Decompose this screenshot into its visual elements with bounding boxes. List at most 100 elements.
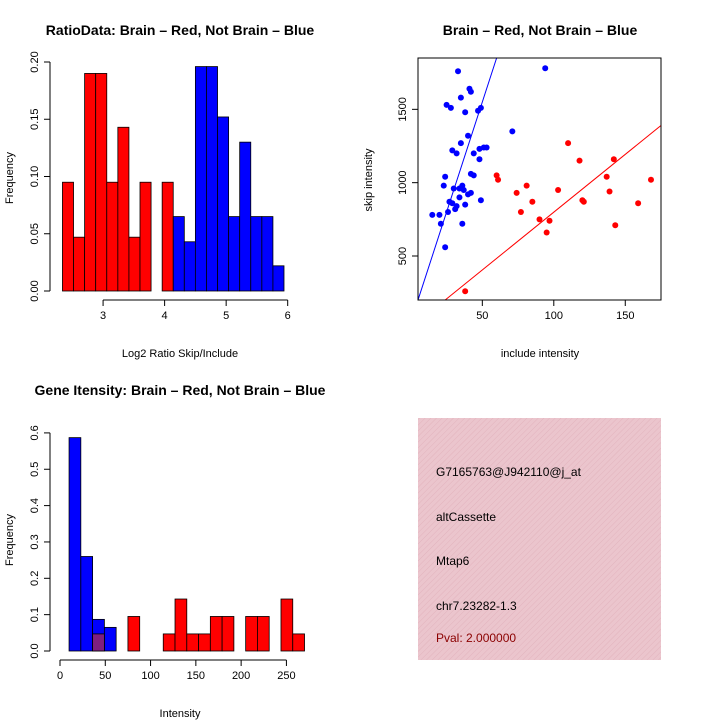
ratio-x-tick-label: 5 — [223, 310, 229, 322]
scatter-point-brain — [523, 182, 530, 189]
location-text: chr7.23282-1.3 — [436, 599, 517, 613]
ratio-bar-not-brain — [183, 241, 196, 292]
ratio-y-tick-label: 0.05 — [29, 223, 41, 244]
scatter-point-brain — [610, 156, 617, 163]
gene-histogram-ylabel: Frequency — [4, 514, 16, 566]
scatter-red-fit-line — [444, 125, 661, 300]
gene-bar-not-brain — [68, 437, 82, 652]
scatter-plot: 50 100 150 500 1000 1500 — [397, 57, 662, 322]
gene-bar-brain — [162, 633, 176, 652]
scatter-ylabel: skip intensity — [363, 148, 375, 211]
scatter-point-not-brain — [542, 65, 549, 72]
gene-name-text: Mtap6 — [436, 554, 470, 568]
ratio-bar-brain — [62, 181, 74, 292]
scatter-point-not-brain — [442, 173, 449, 180]
probe-id-text: G7165763@J942110@j_at — [436, 465, 582, 479]
gene-y-tick-label: 0.3 — [29, 534, 41, 549]
scatter-xlabel: include intensity — [501, 348, 580, 360]
ratio-bar-brain — [95, 73, 108, 292]
scatter-point-not-brain — [445, 209, 452, 215]
ratio-y-tick-label: 0.00 — [29, 280, 41, 301]
scatter-point-not-brain — [462, 109, 469, 116]
ratio-histogram-panel: RatioData: Brain – Red, Not Brain – Blue… — [4, 22, 314, 360]
scatter-point-not-brain — [429, 211, 436, 218]
scatter-point-brain — [603, 173, 610, 180]
gene-bar-brain — [186, 633, 199, 652]
ratio-histogram-plot: 3 4 5 6 0.00 0.05 0.10 0.15 0.20 — [29, 51, 291, 322]
scatter-x-tick-label: 100 — [545, 310, 563, 322]
ratio-bar-brain — [84, 73, 97, 292]
ratio-y-tick-label: 0.15 — [29, 109, 41, 130]
ratio-bar-not-brain — [272, 265, 285, 292]
gene-y-tick-label: 0.4 — [29, 498, 41, 513]
gene-x-tick-label: 200 — [232, 670, 250, 682]
scatter-point-not-brain — [467, 88, 474, 95]
gene-y-tick-label: 0.1 — [29, 607, 41, 622]
scatter-point-brain — [529, 198, 536, 205]
scatter-point-brain — [555, 187, 562, 193]
pval-text: Pval: 2.000000 — [436, 631, 516, 645]
ratio-bar-brain — [128, 236, 141, 292]
scatter-title: Brain – Red, Not Brain – Blue — [443, 22, 638, 38]
scatter-point-brain — [543, 229, 550, 236]
scatter-point-brain — [606, 188, 613, 195]
scatter-point-not-brain — [456, 194, 463, 201]
info-box-background — [418, 418, 661, 660]
scatter-point-brain — [513, 189, 520, 196]
scatter-point-not-brain — [477, 104, 484, 111]
scatter-y-tick-label: 500 — [397, 247, 409, 265]
scatter-x-tick-label: 150 — [616, 310, 634, 322]
scatter-point-not-brain — [459, 220, 466, 227]
gene-x-tick-label: 50 — [99, 670, 111, 682]
gene-histogram-panel: Gene Itensity: Brain – Red, Not Brain – … — [4, 382, 326, 720]
scatter-point-brain — [495, 176, 502, 183]
ratio-histogram-xlabel: Log2 Ratio Skip/Include — [122, 348, 238, 360]
gene-bar-brain — [221, 616, 235, 652]
scatter-plot-area — [418, 58, 661, 300]
event-type-text: altCassette — [436, 510, 496, 524]
scatter-y-tick-label: 1500 — [397, 97, 409, 121]
ratio-bar-brain — [117, 126, 130, 292]
gene-histogram-xlabel: Intensity — [160, 708, 201, 720]
ratio-bar-not-brain — [217, 116, 230, 292]
scatter-point-not-brain — [470, 150, 477, 157]
ratio-bar-not-brain — [206, 66, 218, 292]
gene-bar-brain — [174, 598, 188, 652]
scatter-point-not-brain — [449, 147, 456, 154]
ratio-bar-not-brain — [261, 216, 274, 292]
scatter-point-not-brain — [462, 201, 469, 208]
scatter-point-not-brain — [465, 132, 472, 139]
ratio-x-tick-label: 6 — [285, 310, 291, 322]
ratio-bar-brain — [106, 181, 119, 292]
gene-histogram-plot: 0 50 100 150 200 250 0.0 0.1 0.2 0.3 0.4 0.5 0.6 — [29, 425, 305, 682]
scatter-point-brain — [536, 216, 543, 223]
scatter-blue-fit-line — [418, 58, 498, 300]
ratio-x-tick-label: 3 — [100, 310, 106, 322]
ratio-bar-brain — [139, 181, 152, 292]
scatter-point-not-brain — [476, 156, 483, 163]
gene-bar-brain — [209, 616, 223, 652]
ratio-y-tick-label: 0.10 — [29, 166, 41, 187]
gene-bar-brain — [127, 616, 141, 652]
ratio-bar-brain — [161, 181, 174, 292]
scatter-y-tick-label: 1000 — [397, 170, 409, 194]
scatter-point-not-brain — [453, 150, 460, 157]
ratio-bar-not-brain — [172, 216, 185, 292]
gene-y-tick-label: 0.6 — [29, 425, 41, 440]
ratio-histogram-title: RatioData: Brain – Red, Not Brain – Blue — [46, 22, 315, 38]
gene-y-tick-label: 0.5 — [29, 462, 41, 477]
ratio-y-tick-label: 0.20 — [29, 51, 41, 72]
scatter-point-not-brain — [443, 101, 450, 108]
scatter-point-not-brain — [449, 200, 456, 207]
gene-bar-brain — [292, 633, 305, 652]
scatter-point-not-brain — [453, 203, 460, 210]
gene-bar-brain — [257, 616, 270, 652]
gene-x-tick-label: 250 — [277, 670, 295, 682]
scatter-panel: Brain – Red, Not Brain – Blue include in… — [363, 22, 662, 360]
gene-y-tick-label: 0.2 — [29, 571, 41, 586]
ratio-histogram-ylabel: Frequency — [4, 152, 16, 204]
scatter-x-tick-label: 50 — [476, 310, 488, 322]
scatter-point-brain — [462, 288, 469, 295]
scatter-point-brain — [576, 157, 583, 164]
